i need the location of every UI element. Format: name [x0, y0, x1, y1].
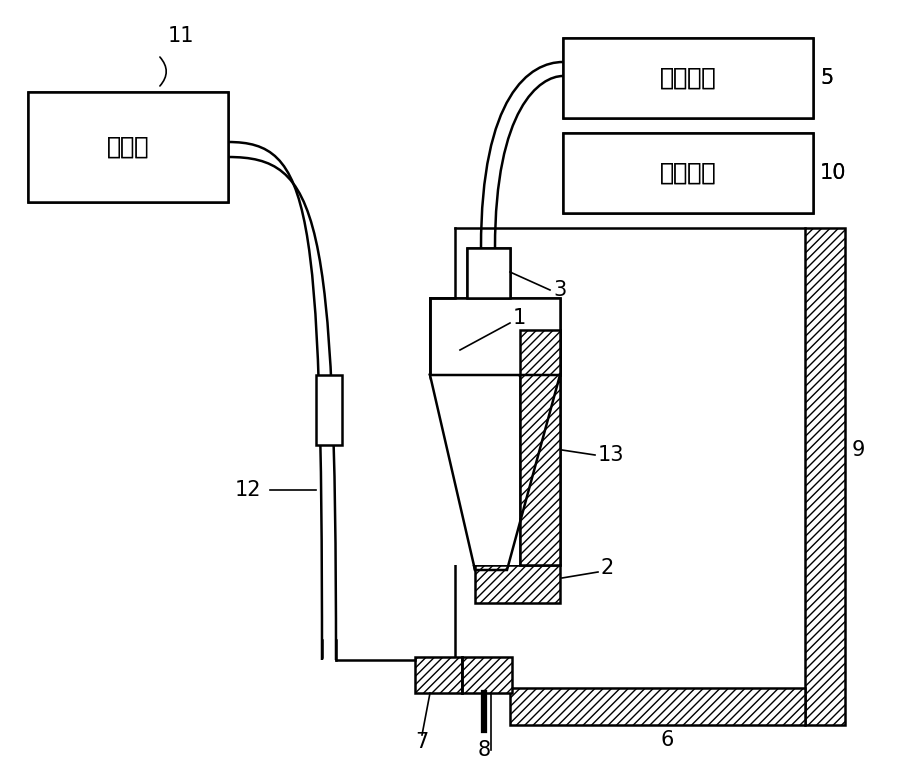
Bar: [467, 248, 510, 298]
Text: 13: 13: [598, 445, 625, 465]
Bar: [316, 375, 342, 445]
Text: 进气单元: 进气单元: [659, 66, 717, 90]
Text: 9: 9: [852, 440, 865, 460]
Text: 7: 7: [415, 732, 428, 752]
Text: 3: 3: [553, 280, 566, 300]
Text: 回吸泵: 回吸泵: [107, 135, 149, 159]
Text: 10: 10: [820, 163, 846, 183]
Text: 2: 2: [601, 558, 614, 578]
Bar: [563, 133, 813, 213]
Text: 8: 8: [477, 740, 491, 760]
Bar: [28, 92, 228, 202]
Text: 驱动单元: 驱动单元: [659, 161, 717, 185]
Bar: [430, 298, 560, 375]
Text: 驱动单元: 驱动单元: [659, 161, 717, 185]
Text: 10: 10: [820, 163, 846, 183]
Text: 11: 11: [168, 26, 194, 46]
Bar: [430, 298, 560, 375]
Bar: [28, 92, 228, 202]
Polygon shape: [430, 375, 519, 565]
Text: 6: 6: [660, 730, 673, 750]
Bar: [520, 330, 560, 565]
Bar: [467, 248, 510, 298]
Bar: [520, 330, 560, 565]
Bar: [431, 331, 519, 565]
Text: 1: 1: [513, 308, 526, 328]
Bar: [563, 38, 813, 118]
Text: 进气单元: 进气单元: [659, 66, 717, 90]
Text: 回吸泵: 回吸泵: [107, 135, 149, 159]
Polygon shape: [430, 375, 560, 570]
Bar: [462, 657, 512, 693]
Text: 5: 5: [820, 68, 834, 88]
Bar: [510, 688, 805, 725]
Bar: [805, 228, 845, 725]
Bar: [475, 565, 560, 603]
Text: 5: 5: [820, 68, 834, 88]
Bar: [415, 657, 462, 693]
Text: 12: 12: [235, 480, 261, 500]
Bar: [563, 133, 813, 213]
Bar: [563, 38, 813, 118]
